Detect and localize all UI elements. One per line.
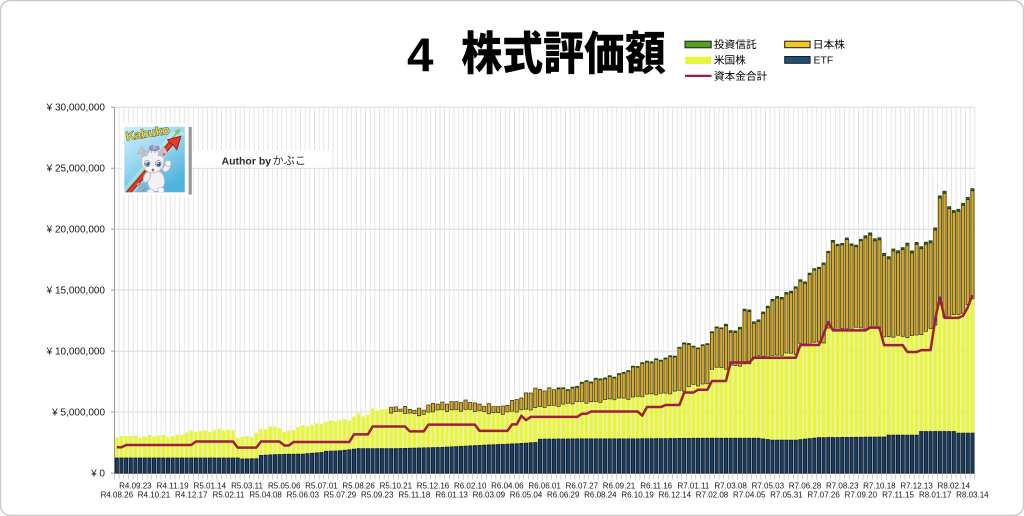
svg-text:R5.04.08: R5.04.08 <box>249 490 282 499</box>
svg-text:R8.02.14: R8.02.14 <box>938 482 971 491</box>
svg-text:R6.04.06: R6.04.06 <box>491 482 524 491</box>
svg-text:R7.01.11: R7.01.11 <box>677 482 709 491</box>
svg-text:R6.11.16: R6.11.16 <box>640 482 672 491</box>
svg-text:R6.05.04: R6.05.04 <box>510 490 543 499</box>
svg-text:R4.12.17: R4.12.17 <box>175 490 208 499</box>
svg-text:¥ 20,000,000: ¥ 20,000,000 <box>46 225 106 236</box>
svg-text:R5.05.06: R5.05.06 <box>268 482 301 491</box>
svg-text:R8.01.17: R8.01.17 <box>919 490 952 499</box>
svg-text:R7.04.05: R7.04.05 <box>733 490 766 499</box>
svg-text:¥ 0: ¥ 0 <box>90 468 105 479</box>
svg-text:R7.03.08: R7.03.08 <box>714 482 747 491</box>
svg-text:R6.10.19: R6.10.19 <box>621 490 654 499</box>
svg-text:R5.10.21: R5.10.21 <box>380 482 413 491</box>
svg-text:R7.09.20: R7.09.20 <box>845 490 878 499</box>
svg-text:R5.07.29: R5.07.29 <box>324 490 357 499</box>
svg-text:R7.05.03: R7.05.03 <box>752 482 785 491</box>
svg-text:R5.06.03: R5.06.03 <box>287 490 320 499</box>
svg-text:R7.05.31: R7.05.31 <box>770 490 803 499</box>
svg-text:R5.12.16: R5.12.16 <box>417 482 450 491</box>
svg-text:R6.07.27: R6.07.27 <box>566 482 599 491</box>
svg-text:R6.06.29: R6.06.29 <box>547 490 580 499</box>
svg-text:¥ 25,000,000: ¥ 25,000,000 <box>46 164 106 175</box>
svg-text:R7.07.26: R7.07.26 <box>807 490 840 499</box>
svg-text:R7.10.18: R7.10.18 <box>863 482 896 491</box>
svg-text:R7.06.28: R7.06.28 <box>789 482 822 491</box>
svg-text:R4.08.26: R4.08.26 <box>101 490 134 499</box>
svg-text:¥ 5,000,000: ¥ 5,000,000 <box>51 407 105 418</box>
svg-text:R4.11.19: R4.11.19 <box>157 482 189 491</box>
svg-text:R6.12.14: R6.12.14 <box>659 490 692 499</box>
svg-text:R5.08.26: R5.08.26 <box>342 482 375 491</box>
svg-text:Author by: Author by <box>222 155 272 167</box>
svg-text:R5.03.11: R5.03.11 <box>231 482 263 491</box>
svg-text:¥ 10,000,000: ¥ 10,000,000 <box>46 347 106 358</box>
svg-text:R7.12.13: R7.12.13 <box>900 482 933 491</box>
svg-text:R6.03.09: R6.03.09 <box>473 490 506 499</box>
svg-text:4: 4 <box>407 29 434 82</box>
svg-text:¥ 30,000,000: ¥ 30,000,000 <box>46 103 106 114</box>
svg-text:R6.06.01: R6.06.01 <box>528 482 561 491</box>
svg-text:R6.01.13: R6.01.13 <box>435 490 468 499</box>
svg-text:ETF: ETF <box>814 54 834 66</box>
svg-text:R7.02.08: R7.02.08 <box>696 490 729 499</box>
svg-text:R5.01.14: R5.01.14 <box>194 482 227 491</box>
svg-text:R5.02.11: R5.02.11 <box>212 490 244 499</box>
svg-text:R6.09.21: R6.09.21 <box>603 482 636 491</box>
svg-text:R7.08.23: R7.08.23 <box>826 482 859 491</box>
svg-text:R5.07.01: R5.07.01 <box>305 482 338 491</box>
svg-text:R5.09.23: R5.09.23 <box>361 490 394 499</box>
svg-text:R4.10.21: R4.10.21 <box>138 490 171 499</box>
svg-text:R8.03.14: R8.03.14 <box>956 490 989 499</box>
svg-text:R5.11.18: R5.11.18 <box>398 490 430 499</box>
svg-text:R4.09.23: R4.09.23 <box>119 482 152 491</box>
svg-text:¥ 15,000,000: ¥ 15,000,000 <box>46 286 106 297</box>
svg-text:R6.02.10: R6.02.10 <box>454 482 487 491</box>
svg-text:R7.11.15: R7.11.15 <box>882 490 914 499</box>
svg-text:R6.08.24: R6.08.24 <box>584 490 617 499</box>
